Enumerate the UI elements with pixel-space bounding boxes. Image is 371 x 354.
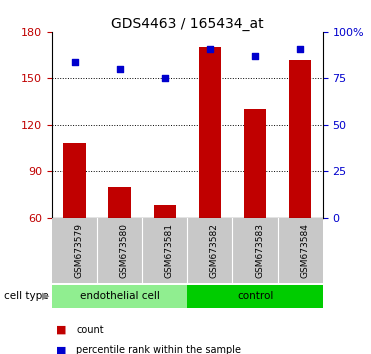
Bar — [63, 143, 86, 218]
Text: ▶: ▶ — [42, 291, 49, 301]
Point — [207, 46, 213, 51]
Text: cell type: cell type — [4, 291, 48, 301]
Point — [252, 53, 258, 59]
Text: GSM673582: GSM673582 — [210, 223, 219, 278]
Text: endothelial cell: endothelial cell — [80, 291, 160, 301]
Bar — [289, 60, 312, 218]
Bar — [154, 205, 176, 218]
Text: GSM673581: GSM673581 — [165, 223, 174, 278]
Text: control: control — [237, 291, 273, 301]
Text: ■: ■ — [56, 346, 66, 354]
Point — [117, 66, 123, 72]
Text: GSM673584: GSM673584 — [300, 223, 309, 278]
Bar — [187, 285, 323, 308]
Text: percentile rank within the sample: percentile rank within the sample — [76, 346, 241, 354]
Text: ■: ■ — [56, 325, 66, 335]
Text: count: count — [76, 325, 104, 335]
Bar — [198, 47, 221, 218]
Bar — [52, 285, 187, 308]
Title: GDS4463 / 165434_at: GDS4463 / 165434_at — [111, 17, 264, 31]
Bar — [108, 187, 131, 218]
Text: GSM673579: GSM673579 — [75, 223, 83, 278]
Text: GSM673580: GSM673580 — [120, 223, 129, 278]
Point — [297, 46, 303, 51]
Text: GSM673583: GSM673583 — [255, 223, 264, 278]
Point — [162, 75, 168, 81]
Bar — [244, 109, 266, 218]
Point — [72, 59, 78, 64]
